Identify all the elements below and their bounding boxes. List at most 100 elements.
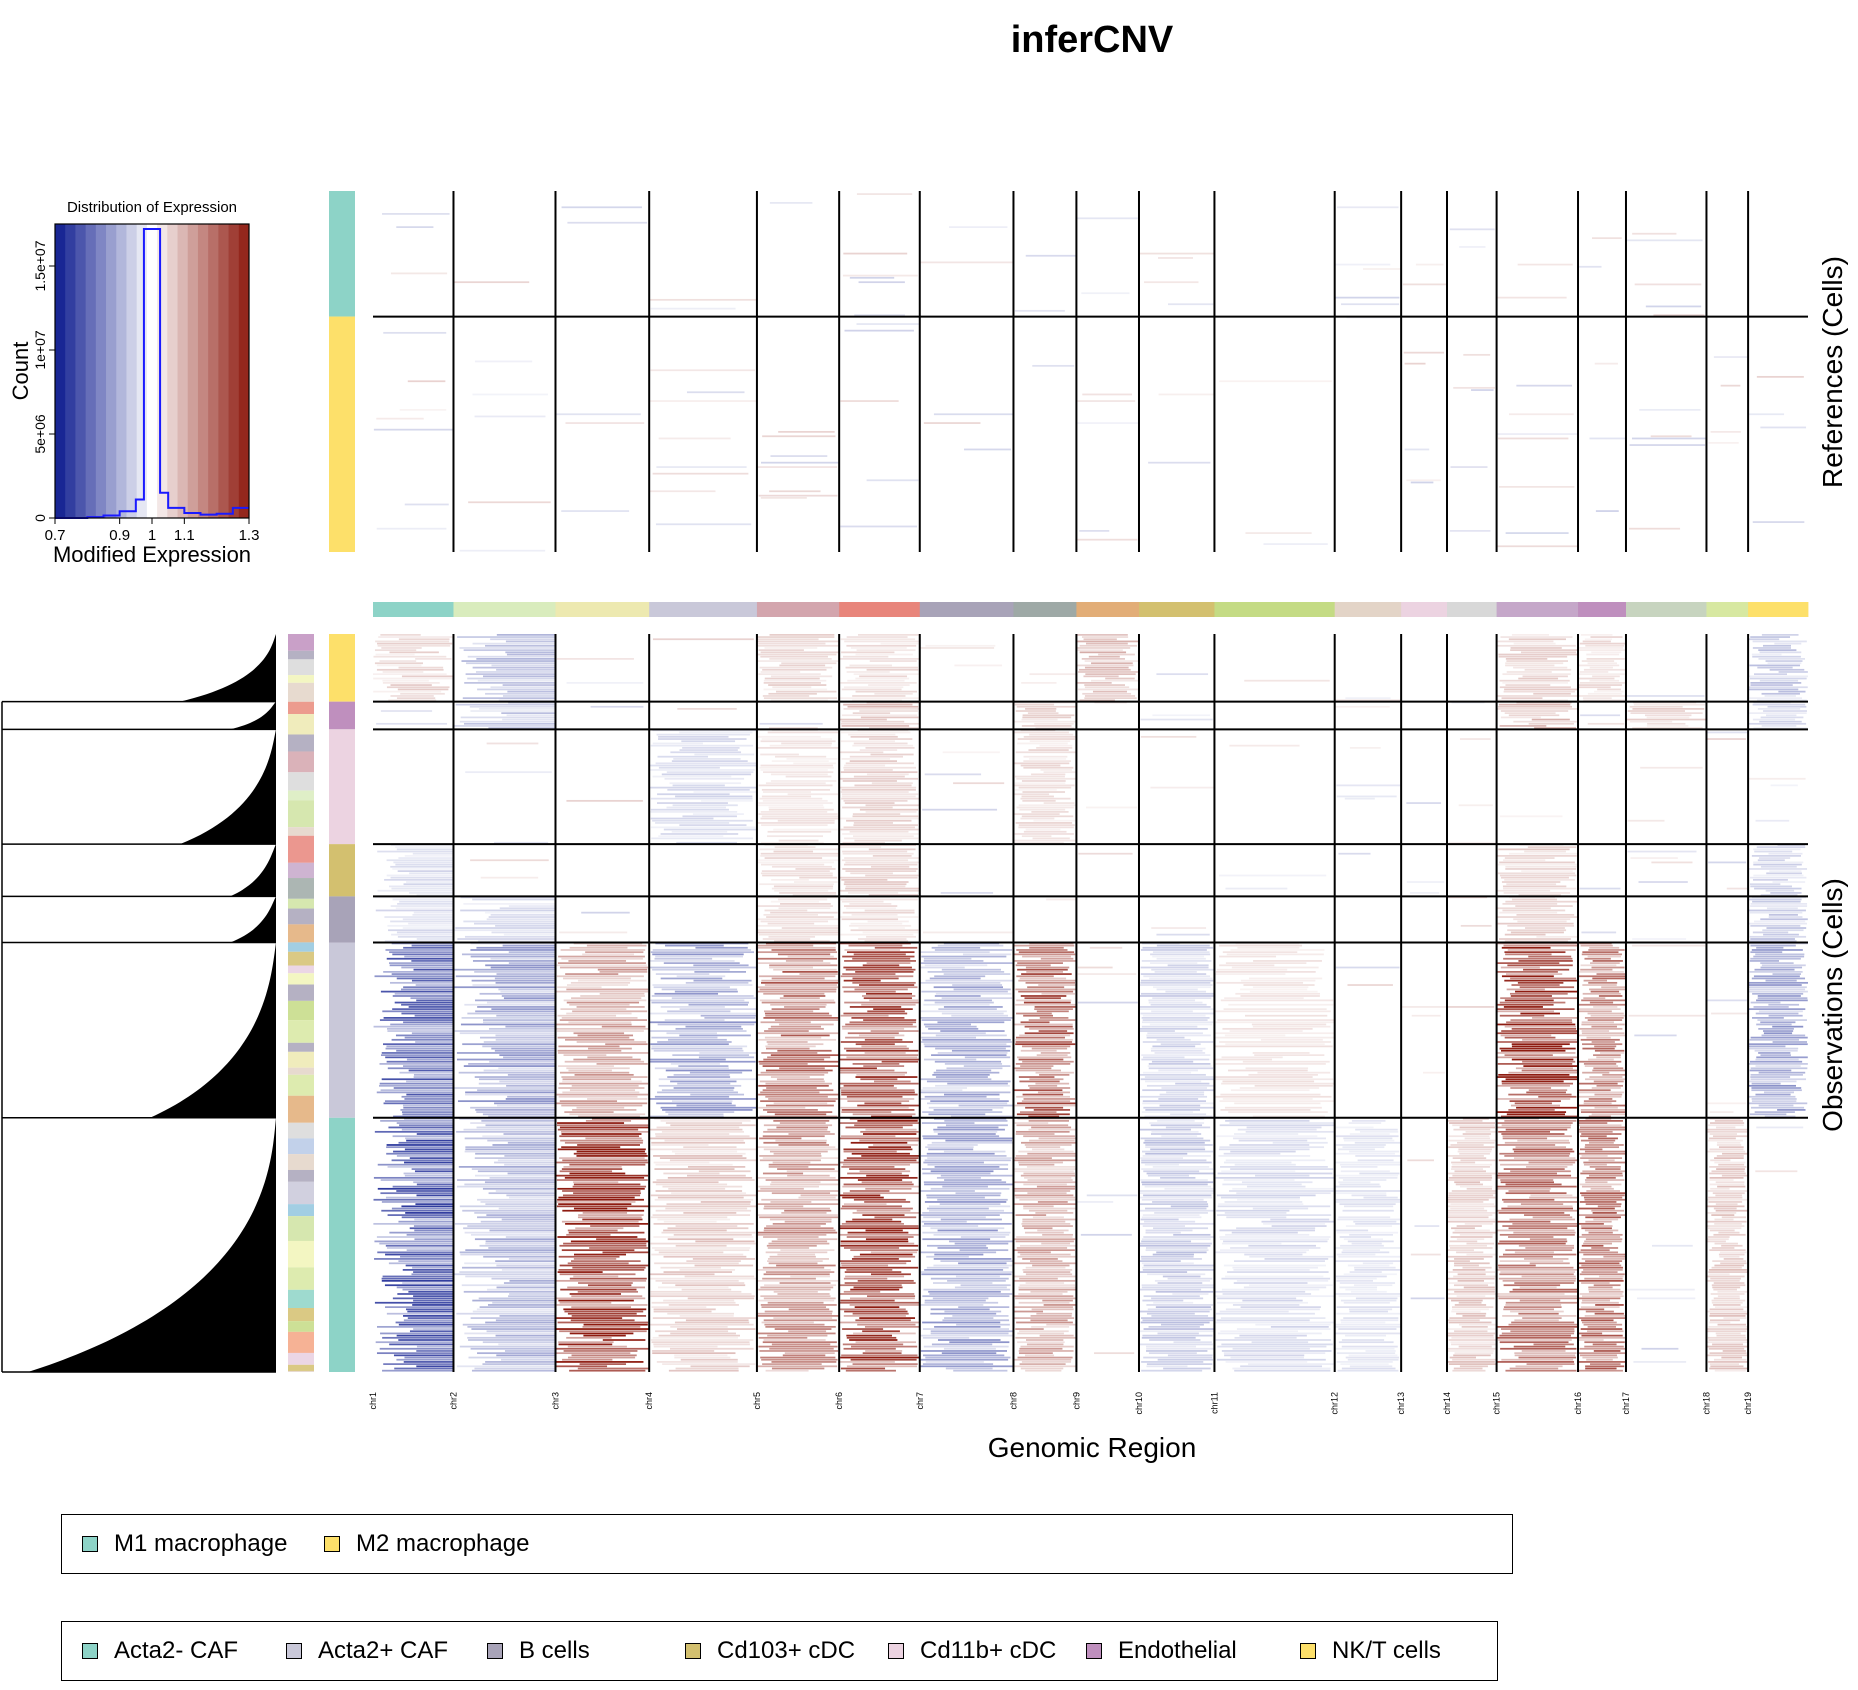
heatmap-cell — [1497, 1293, 1565, 1295]
heatmap-cell — [483, 675, 556, 678]
heatmap-cell — [942, 751, 1000, 754]
heatmap-cell — [1161, 1323, 1204, 1326]
heatmap-cell — [1224, 1034, 1286, 1037]
heatmap-cell — [1589, 679, 1620, 682]
heatmap-cell — [845, 887, 920, 890]
chromosome-bar-chr10 — [1138, 602, 1215, 617]
heatmap-cell — [1632, 232, 1677, 235]
heatmap-cell — [758, 1214, 838, 1216]
heatmap-cell — [758, 1336, 808, 1339]
heatmap-cell — [1777, 1109, 1806, 1111]
heatmap-cell — [922, 1321, 1001, 1324]
heatmap-cell — [962, 953, 1012, 956]
heatmap-cell — [1257, 1071, 1331, 1074]
heatmap-cell — [1230, 1168, 1334, 1170]
heatmap-cell — [1215, 1076, 1313, 1078]
heatmap-cell — [573, 1275, 619, 1278]
heatmap-cell — [556, 975, 644, 978]
heatmap-cell — [1409, 892, 1440, 894]
heatmap-cell — [1240, 995, 1320, 997]
heatmap-cell — [1144, 281, 1199, 284]
heatmap-cell — [870, 1273, 911, 1276]
heatmap-cell — [1581, 1233, 1623, 1236]
heatmap-cell — [849, 755, 904, 758]
heatmap-cell — [388, 1262, 454, 1265]
heatmap-cell — [756, 1231, 838, 1234]
heatmap-cell — [954, 1286, 1007, 1289]
heatmap-cell — [1452, 1269, 1486, 1271]
heatmap-cell — [1588, 1288, 1621, 1291]
heatmap-cell — [1626, 718, 1707, 721]
heatmap-cell — [571, 1260, 641, 1262]
heatmap-cell — [765, 1179, 840, 1181]
heatmap-cell — [1141, 1286, 1214, 1289]
heatmap-cell — [1338, 1328, 1397, 1330]
heatmap-cell — [416, 999, 454, 1002]
heatmap-cell — [1504, 1155, 1570, 1157]
chromosome-bar-chr3 — [555, 602, 650, 617]
heatmap-cell — [503, 1282, 556, 1284]
heatmap-cell — [508, 1295, 556, 1298]
heatmap-cell — [1158, 1098, 1199, 1100]
heatmap-cell — [1016, 1095, 1070, 1098]
heatmap-cell — [1139, 995, 1214, 997]
heatmap-cell — [773, 968, 837, 971]
heatmap-cell — [1627, 819, 1665, 822]
heatmap-cell — [475, 671, 556, 673]
heatmap-cell — [597, 968, 648, 971]
heatmap-cell — [1040, 769, 1072, 771]
heatmap-cell — [670, 1063, 720, 1065]
heatmap-cell — [1513, 918, 1571, 921]
heatmap-cell — [770, 1054, 839, 1057]
heatmap-cell — [778, 907, 831, 910]
heatmap-cell — [1141, 1336, 1196, 1339]
heatmap-cell — [1449, 1240, 1478, 1243]
heatmap-cell — [947, 1279, 1006, 1282]
chromosome-label-chr8: chr8 — [1008, 1392, 1018, 1410]
heatmap-cell — [1149, 977, 1213, 980]
heatmap-cell — [1591, 1113, 1626, 1116]
heatmap-cell — [843, 1290, 881, 1293]
heatmap-cell — [1456, 1295, 1486, 1298]
heatmap-cell — [1221, 1170, 1296, 1173]
heatmap-cell — [1353, 1284, 1393, 1287]
heatmap-cell — [946, 1067, 1003, 1070]
heatmap-cell — [501, 995, 556, 997]
chromosome-label-chr14: chr14 — [1442, 1392, 1452, 1415]
heatmap-cell — [478, 940, 556, 943]
chromosome-label-chr19: chr19 — [1743, 1392, 1753, 1415]
heatmap-cell — [769, 964, 838, 967]
heatmap-cell — [1582, 640, 1611, 643]
heatmap-cell — [660, 1266, 721, 1269]
heatmap-cell — [580, 995, 645, 997]
heatmap-cell — [650, 1043, 729, 1046]
heatmap-cell — [1334, 1201, 1402, 1203]
heatmap-cell — [1593, 1054, 1621, 1057]
heatmap-cell — [839, 1233, 919, 1236]
heatmap-cell — [479, 708, 556, 710]
heatmap-cell — [650, 307, 736, 310]
heatmap-cell — [675, 1027, 743, 1030]
heatmap-cell — [1497, 296, 1567, 299]
heatmap-cell — [758, 804, 824, 807]
heatmap-cell — [661, 773, 752, 776]
heatmap-cell — [558, 1255, 620, 1258]
heatmap-cell — [1765, 660, 1803, 662]
heatmap-cell — [1015, 1336, 1077, 1339]
heatmap-cell — [495, 924, 556, 927]
chromosome-bar-chr14 — [1446, 602, 1497, 617]
heatmap-cell — [767, 1056, 831, 1059]
heatmap-cell — [1354, 1269, 1400, 1271]
heatmap-cell — [1578, 1091, 1624, 1094]
heatmap-cell — [1646, 716, 1690, 719]
heatmap-cell — [1581, 1334, 1623, 1337]
heatmap-cell — [1580, 634, 1613, 636]
heatmap-cell — [1248, 1363, 1334, 1365]
heatmap-cell — [569, 1163, 646, 1166]
heatmap-cell — [1498, 1339, 1572, 1341]
heatmap-cell — [667, 1038, 727, 1041]
heatmap-cell — [1501, 1049, 1566, 1052]
heatmap-cell — [1769, 870, 1802, 873]
heatmap-cell — [416, 1350, 454, 1352]
heatmap-cell — [1711, 1170, 1745, 1173]
